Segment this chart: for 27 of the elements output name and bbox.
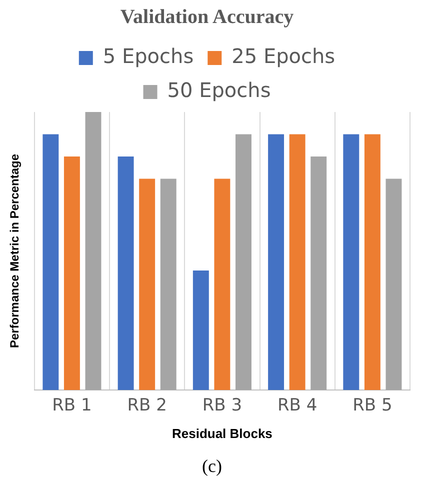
x-tick-label: RB 3 (202, 396, 242, 416)
bar (343, 134, 360, 390)
bar (192, 270, 209, 390)
bar (160, 178, 176, 390)
bar (268, 134, 284, 390)
bar (139, 178, 156, 390)
bar (64, 156, 80, 390)
text: (c) (201, 456, 223, 477)
bar (386, 178, 402, 390)
x-tick-label: RB 5 (352, 396, 392, 416)
x-tick-label: RB 4 (277, 396, 318, 416)
chart-title: Validation Accuracy (120, 6, 294, 28)
bar (289, 134, 306, 390)
bar (364, 134, 380, 390)
legend-label: 50 Epochs (167, 78, 271, 102)
x-axis-title: Residual Blocks (172, 426, 272, 441)
bar (236, 134, 252, 390)
legend-label: 5 Epochs (102, 44, 194, 68)
bar (310, 156, 327, 390)
x-tick-label: RB 2 (127, 396, 167, 416)
x-tick-label: RB 1 (52, 396, 92, 416)
bar (85, 112, 102, 390)
bar (42, 134, 59, 390)
bar (118, 156, 134, 390)
legend-label: 25 Epochs (232, 44, 336, 68)
y-axis-title: Performance Metric in Percentage (8, 154, 22, 348)
bar (214, 178, 230, 390)
